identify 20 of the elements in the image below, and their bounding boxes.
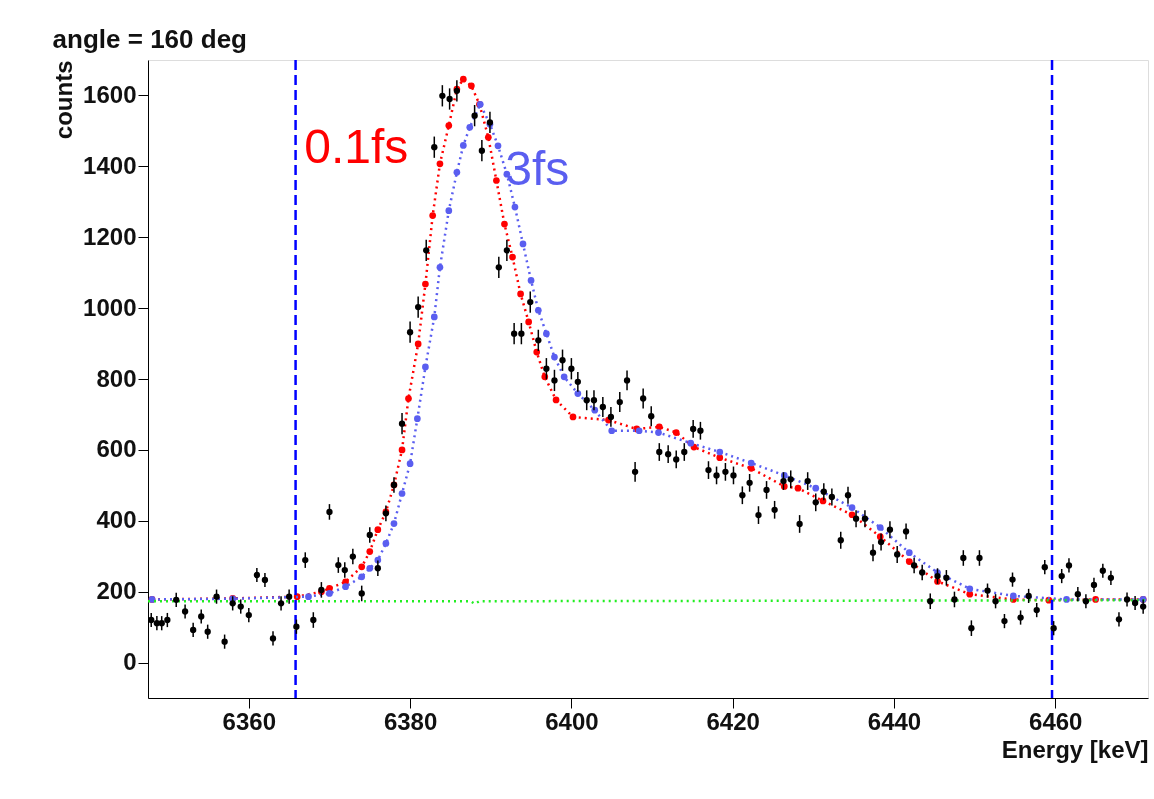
x-tick-label: 6460 xyxy=(1029,707,1083,735)
y-tick-label: 1000 xyxy=(83,293,137,321)
y-tick-label: 0 xyxy=(123,648,137,676)
x-axis-title: Energy [keV] xyxy=(1001,735,1149,763)
x-tick-label: 6380 xyxy=(383,707,438,735)
series-label: 0.1fs xyxy=(304,120,409,174)
y-tick-label: 1600 xyxy=(83,80,137,108)
y-tick-label: 1200 xyxy=(83,222,137,250)
y-tick-label: 200 xyxy=(96,577,137,605)
x-tick-label: 6440 xyxy=(867,707,922,735)
chart-title: angle = 160 deg xyxy=(52,23,247,54)
x-tick-label: 6420 xyxy=(706,707,760,735)
y-tick-label: 600 xyxy=(96,435,137,463)
y-axis-title: counts xyxy=(50,60,78,140)
series-label: 3fs xyxy=(505,142,570,196)
y-tick-label: 1400 xyxy=(83,151,137,179)
y-tick-label: 400 xyxy=(96,506,137,534)
x-tick-label: 6400 xyxy=(545,707,599,735)
y-tick-label: 800 xyxy=(96,364,137,392)
x-tick-label: 6360 xyxy=(222,707,276,735)
